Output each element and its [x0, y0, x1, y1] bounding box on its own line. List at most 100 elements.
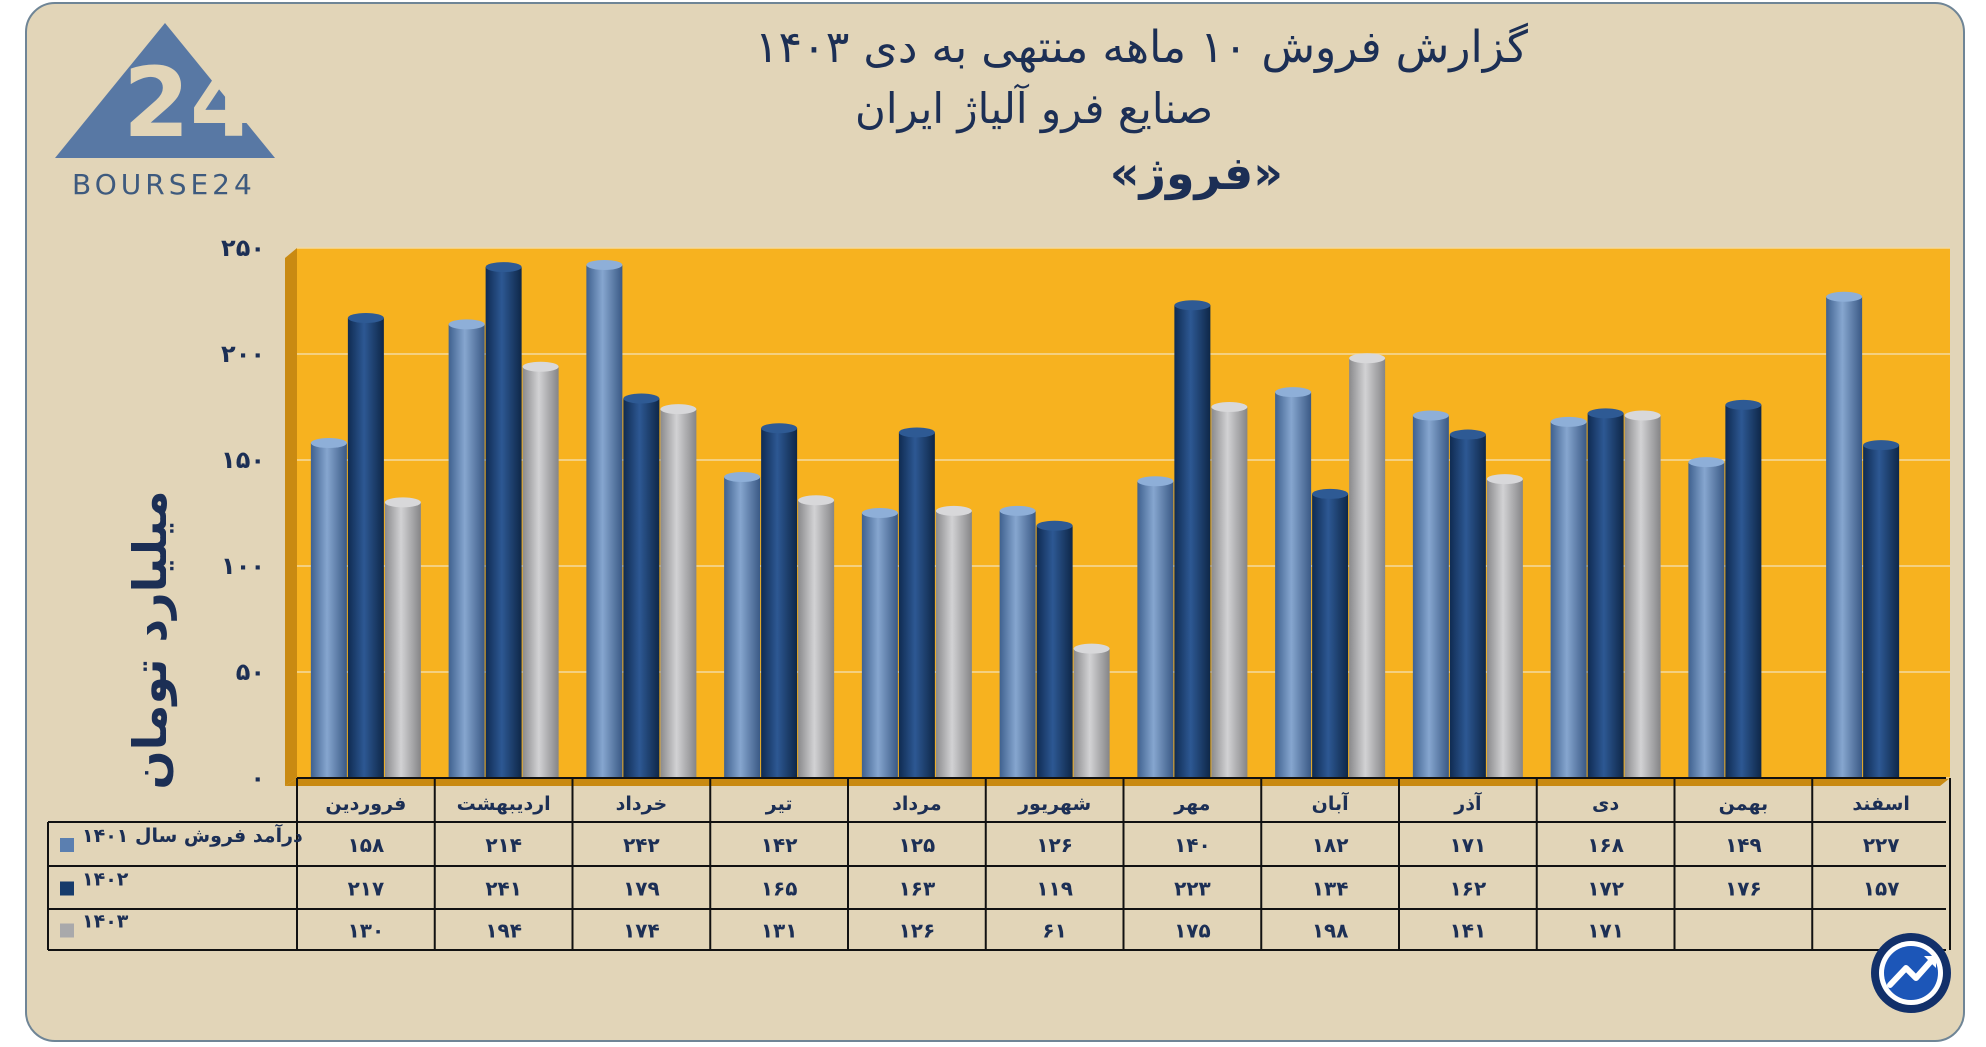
x-tick-label: آبان: [1312, 791, 1349, 815]
chart-trend-icon: [1871, 933, 1951, 1013]
x-tick-label: تیر: [765, 793, 793, 815]
bar: [347, 317, 384, 778]
bar-cap: [1275, 387, 1312, 398]
bar: [1587, 413, 1624, 778]
y-tick-label: ۵۰: [236, 658, 265, 686]
bar-cap: [1550, 416, 1587, 427]
bar: [1137, 481, 1174, 778]
data-label: ۱۱۹: [1036, 877, 1073, 901]
plot-side-wall: [285, 248, 297, 786]
bar-cap: [999, 505, 1036, 516]
data-label: ۱۴۲: [761, 833, 798, 857]
plot-background: [297, 248, 1950, 778]
bar-cap: [1688, 457, 1725, 468]
bar: [1312, 493, 1349, 778]
bar: [1174, 305, 1211, 778]
x-tick-label: اردیبهشت: [457, 793, 551, 815]
bar-cap: [586, 259, 623, 270]
data-label: ۱۶۲: [1450, 877, 1487, 901]
data-label: ۱۷۱: [1587, 919, 1624, 943]
bar: [522, 366, 559, 778]
bar-cap: [1826, 291, 1863, 302]
x-tick-label: آذر: [1453, 791, 1482, 815]
data-label: ۱۷۶: [1725, 877, 1762, 901]
bar-cap: [1036, 520, 1073, 531]
bar: [586, 264, 623, 779]
bar-cap: [1412, 410, 1449, 421]
data-label: ۱۶۵: [761, 877, 798, 901]
bar: [724, 476, 761, 778]
data-label: ۱۳۱: [761, 919, 798, 943]
data-label: ۱۲۵: [899, 833, 936, 857]
bar-cap: [898, 427, 935, 438]
data-label: ۱۳۰: [348, 919, 385, 943]
data-label: ۱۴۰: [1174, 833, 1211, 857]
legend-entry: ۱۴۰۲: [82, 869, 129, 891]
data-label: ۱۲۶: [1036, 833, 1073, 857]
bar-cap: [1486, 474, 1523, 485]
bar-cap: [1624, 410, 1661, 421]
bar-cap: [347, 312, 384, 323]
legend-entry: ۱۴۰۳: [82, 911, 129, 933]
y-tick-label: ۲۰۰: [221, 340, 265, 368]
x-tick-label: مرداد: [892, 793, 942, 815]
data-label: ۱۷۲: [1587, 877, 1624, 901]
x-tick-label: دی: [1592, 793, 1619, 815]
bar: [623, 398, 660, 778]
data-label: ۱۳۴: [1312, 877, 1349, 901]
svg-text:24: 24: [123, 47, 257, 159]
title-line-1: گزارش فروش ۱۰ ماهه منتهی به دی ۱۴۰۳: [754, 22, 1528, 73]
bar-cap: [761, 423, 798, 434]
plot-floor: [285, 778, 1950, 786]
data-label: ۱۷۹: [623, 877, 660, 901]
bar: [861, 513, 898, 778]
data-label: ۲۲۳: [1174, 877, 1211, 901]
data-label: ۱۵۸: [348, 833, 385, 857]
bar: [1412, 415, 1449, 778]
bar-cap: [1312, 488, 1349, 499]
bar-cap: [1349, 353, 1386, 364]
bar: [1863, 445, 1900, 778]
bar-cap: [1073, 643, 1110, 654]
bar-cap: [310, 438, 347, 449]
logo-text: BOURSE24: [72, 168, 256, 201]
data-label: ۲۱۷: [348, 877, 385, 901]
data-label: ۲۲۷: [1863, 833, 1900, 857]
bar: [1073, 648, 1110, 778]
bar-cap: [1211, 402, 1248, 412]
bar: [798, 500, 835, 778]
bar: [448, 324, 485, 778]
bar-cap: [1449, 429, 1486, 440]
data-label: ۲۱۴: [485, 833, 522, 857]
bar: [1275, 392, 1312, 778]
bar: [1349, 358, 1386, 778]
bar: [485, 267, 522, 778]
data-label: ۲۴۲: [623, 833, 660, 857]
data-label: ۱۸۲: [1312, 833, 1349, 857]
bar-cap: [861, 508, 898, 518]
bar-cap: [1863, 440, 1900, 451]
bar-cap: [935, 505, 972, 516]
bar: [1449, 434, 1486, 778]
bar: [1486, 479, 1523, 778]
bar-cap: [384, 497, 421, 508]
data-label: ۱۹۴: [485, 919, 522, 943]
bar-cap: [448, 319, 485, 330]
legend-entry: درآمد فروش سال ۱۴۰۱: [82, 823, 303, 847]
legend-swatch: [60, 881, 74, 896]
bar: [310, 443, 347, 778]
data-label: ۱۵۷: [1863, 877, 1900, 901]
bar: [935, 510, 972, 778]
bar-cap: [660, 404, 697, 415]
bar-cap: [1587, 408, 1624, 419]
bar: [1624, 415, 1661, 778]
bar: [1725, 404, 1762, 778]
bar-cap: [485, 262, 522, 273]
title-line-2: صنایع فرو آلیاژ ایران: [854, 84, 1213, 133]
data-label: ۶۱: [1042, 919, 1066, 943]
bar-cap: [1725, 399, 1762, 410]
data-label: ۱۶۳: [899, 877, 936, 901]
bar: [761, 428, 798, 778]
data-label: ۲۴۱: [485, 877, 522, 901]
x-tick-label: خرداد: [616, 793, 668, 815]
